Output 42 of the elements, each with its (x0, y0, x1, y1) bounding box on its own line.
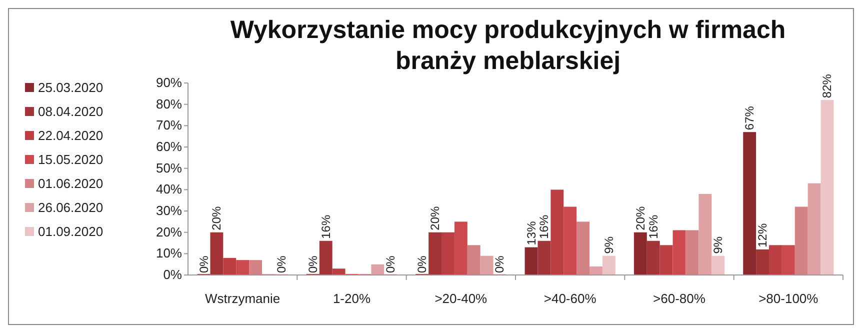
x-tick-label: Wstrzymanie (205, 291, 280, 306)
x-tick-label: >80-100% (758, 291, 819, 306)
data-label: 20% (633, 206, 648, 230)
data-label: 0% (306, 255, 320, 273)
data-label: 9% (602, 236, 616, 254)
data-label: 0% (384, 255, 398, 273)
y-tick-label: 40% (156, 182, 182, 197)
legend-label: 15.05.2020 (38, 152, 104, 167)
y-tick-label: 10% (156, 246, 182, 261)
legend-label: 08.04.2020 (38, 104, 104, 119)
data-label: 82% (820, 74, 834, 98)
x-tick-label: >20-40% (434, 291, 488, 306)
y-tick-label: 0% (163, 267, 182, 282)
data-label: 16% (646, 214, 660, 239)
x-tick-label: 1-20% (332, 291, 371, 306)
legend-label: 25.03.2020 (38, 80, 104, 95)
data-label: 0% (196, 255, 211, 273)
y-tick-label: 60% (156, 139, 182, 154)
y-tick-label: 70% (156, 118, 182, 133)
x-tick-label: >60-80% (653, 291, 706, 306)
legend-label: 22.04.2020 (38, 128, 104, 143)
data-label: 16% (318, 214, 333, 239)
data-label: 13% (524, 220, 538, 246)
y-tick-label: 30% (156, 203, 182, 218)
legend-label: 01.09.2020 (38, 224, 104, 239)
y-tick-label: 80% (156, 96, 182, 112)
legend-label: 01.06.2020 (38, 176, 104, 191)
chart-title: Wykorzystanie mocy produkcyjnych w firmach branży meblarskiej (230, 16, 786, 75)
y-tick-label: 50% (156, 160, 182, 176)
data-label: 20% (428, 206, 442, 230)
y-tick-label: 20% (156, 224, 182, 240)
data-label: 0% (415, 255, 430, 273)
data-label: 20% (210, 206, 224, 230)
data-label: 67% (742, 106, 757, 130)
data-label: 16% (537, 214, 552, 239)
y-tick-label: 90% (156, 75, 182, 90)
data-label: 0% (274, 255, 288, 273)
data-label: 0% (492, 255, 507, 273)
data-label: 9% (711, 236, 726, 254)
x-tick-label: >40-60% (544, 291, 597, 306)
data-label: 12% (756, 223, 770, 248)
legend-label: 26.06.2020 (38, 200, 104, 215)
